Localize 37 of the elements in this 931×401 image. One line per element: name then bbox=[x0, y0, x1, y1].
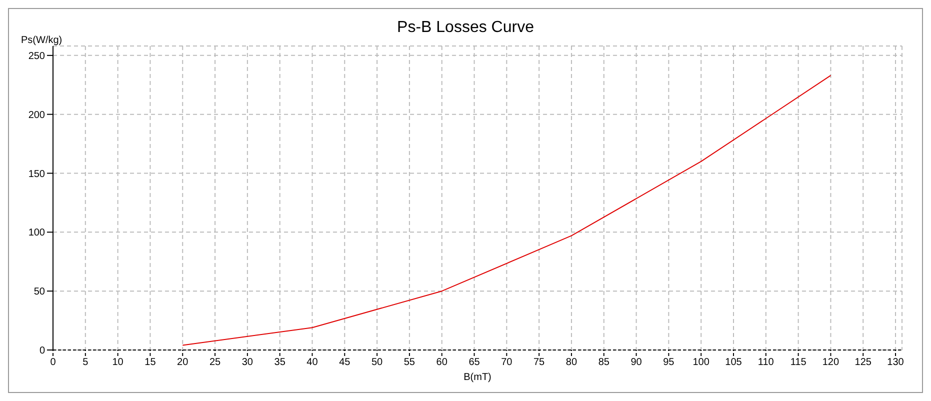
y-tick-label: 0 bbox=[39, 346, 46, 357]
x-axis-title: B(mT) bbox=[464, 372, 492, 383]
y-tick-label: 50 bbox=[34, 286, 46, 298]
x-tick-label: 25 bbox=[209, 357, 222, 368]
y-tick-label: 200 bbox=[28, 110, 46, 121]
y-axis-title: Ps(W/kg) bbox=[21, 35, 62, 46]
y-tick-label: 250 bbox=[28, 50, 46, 62]
y-tick-label: 100 bbox=[28, 228, 46, 239]
x-tick-label: 40 bbox=[306, 357, 318, 368]
x-tick-label: 80 bbox=[566, 357, 578, 368]
x-tick-label: 130 bbox=[887, 357, 904, 368]
x-tick-label: 125 bbox=[854, 357, 872, 368]
x-tick-label: 50 bbox=[371, 357, 384, 368]
chart-title: Ps-B Losses Curve bbox=[397, 19, 534, 36]
x-tick-label: 120 bbox=[822, 357, 840, 368]
x-tick-label: 55 bbox=[404, 357, 416, 368]
x-tick-label: 95 bbox=[663, 357, 675, 368]
y-tick-label: 150 bbox=[28, 168, 46, 180]
x-tick-label: 10 bbox=[112, 357, 124, 368]
x-tick-label: 0 bbox=[50, 357, 56, 368]
x-tick-label: 85 bbox=[598, 357, 610, 368]
x-tick-label: 65 bbox=[468, 357, 480, 368]
x-tick-label: 60 bbox=[436, 357, 448, 368]
x-tick-label: 35 bbox=[274, 357, 286, 368]
x-tick-label: 70 bbox=[501, 357, 513, 368]
x-tick-label: 90 bbox=[630, 357, 642, 368]
x-tick-label: 30 bbox=[242, 357, 254, 368]
line-series bbox=[182, 74, 832, 346]
x-tick-label: 75 bbox=[534, 357, 546, 368]
x-tick-label: 5 bbox=[82, 357, 89, 368]
x-tick-label: 115 bbox=[790, 357, 807, 368]
x-tick-label: 15 bbox=[144, 357, 156, 368]
x-tick-label: 110 bbox=[758, 357, 774, 368]
x-tick-label: 45 bbox=[339, 357, 351, 368]
x-tick-label: 20 bbox=[177, 357, 189, 368]
x-tick-label: 100 bbox=[692, 357, 710, 368]
x-tick-label: 105 bbox=[725, 357, 742, 368]
